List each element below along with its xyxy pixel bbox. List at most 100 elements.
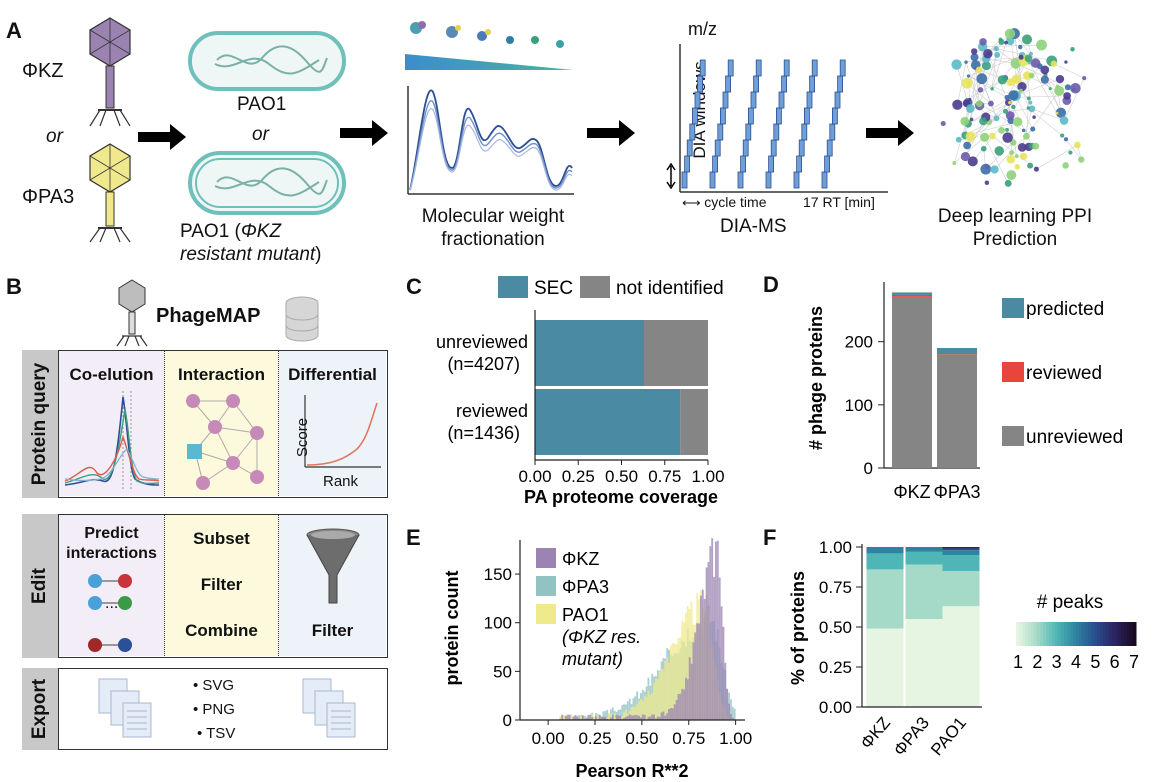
histogram-bar: [611, 707, 614, 720]
c-x-axis-title: PA proteome coverage: [524, 487, 718, 507]
network-edge: [965, 61, 980, 104]
network-node: [1004, 28, 1016, 40]
interaction-section[interactable]: Interaction: [164, 351, 278, 496]
histogram-bar: [583, 718, 586, 720]
network-node: [1028, 105, 1036, 113]
histogram-bar: [681, 688, 684, 720]
colorbar-segment: [1067, 622, 1071, 646]
histogram-bar: [670, 645, 672, 720]
network-edge: [1044, 79, 1062, 113]
network-node: [983, 49, 993, 59]
histogram-bar: [730, 713, 732, 720]
histogram-bar: [610, 717, 612, 720]
histogram-bar: [662, 669, 665, 720]
network-edge: [1013, 106, 1033, 147]
colorbar-title: # peaks: [1037, 592, 1104, 613]
colorbar-segment: [1130, 622, 1134, 646]
histogram-bar: [647, 716, 650, 720]
subset-filter-combine-section[interactable]: Subset Filter Combine: [164, 515, 278, 656]
histogram-bar: [656, 716, 659, 720]
histogram-bar: [675, 700, 678, 720]
histogram-bar: [578, 715, 580, 720]
network-node: [1068, 150, 1073, 155]
histogram-bar: [632, 715, 635, 720]
network-edge: [982, 44, 1042, 47]
panel-label-f: F: [763, 525, 777, 550]
histogram-bar: [722, 626, 725, 720]
network-node: [1026, 96, 1031, 101]
histogram-bar: [596, 714, 599, 720]
histogram-bar: [664, 660, 667, 720]
histogram-bar: [728, 703, 730, 720]
filter-section[interactable]: Filter: [278, 515, 386, 656]
histogram-bar: [636, 715, 639, 720]
network-node: [1048, 87, 1052, 91]
or-label-1: or: [46, 126, 63, 147]
histogram-bar: [731, 706, 734, 720]
network-node: [997, 75, 1007, 85]
colorbar-segment: [1070, 622, 1074, 646]
or-label-2: or: [252, 124, 269, 145]
network-node: [1033, 166, 1039, 172]
export-svg-option[interactable]: • SVG: [193, 677, 235, 694]
network-edge: [1036, 144, 1078, 170]
histogram-bar: [591, 714, 594, 720]
d-legend-label: unreviewed: [1026, 427, 1123, 448]
colorbar-segment: [1079, 622, 1083, 646]
pao1-bacterium-icon: [188, 31, 346, 91]
colorbar-segment: [1094, 622, 1098, 646]
differential-section[interactable]: Differential Score Rank: [278, 351, 386, 496]
fractionation-label-1: Molecular weight: [421, 206, 565, 227]
pao1-mutant-bacterium-icon: [188, 151, 346, 215]
e-x-tick-label: 0.25: [578, 729, 611, 748]
network-node: [1032, 142, 1040, 150]
colorbar-segment: [1022, 622, 1026, 646]
network-node: [1070, 82, 1081, 94]
histogram-bar: [634, 706, 637, 720]
network-node: [998, 39, 1005, 45]
histogram-bar: [694, 632, 697, 720]
export-png-option[interactable]: • PNG: [193, 701, 235, 718]
dia-ms-windows-diagram: [666, 44, 888, 193]
phipa3-phage-icon: [89, 143, 131, 243]
f-y-tick-label: 0.50: [819, 618, 852, 637]
export-tsv-option[interactable]: • TSV: [197, 725, 236, 742]
histogram-bar: [598, 714, 601, 720]
histogram-bar: [664, 715, 667, 720]
subset-option[interactable]: Subset: [193, 529, 250, 548]
histogram-bar: [651, 692, 654, 720]
network-node: [1028, 72, 1035, 79]
histogram-bar: [625, 716, 627, 720]
e-legend-swatch: [536, 576, 556, 596]
network-node: [1021, 34, 1033, 45]
histogram-bar: [673, 704, 676, 720]
network-edge: [1065, 139, 1082, 160]
network-node: [976, 73, 988, 85]
differential-title: Differential: [288, 365, 377, 384]
coelution-section[interactable]: Co-elution: [59, 351, 164, 496]
histogram-bar: [660, 712, 663, 720]
histogram-bar: [685, 677, 687, 720]
protein-query-tab: Protein query: [22, 350, 58, 498]
histogram-bar: [587, 715, 590, 720]
histogram-bar: [632, 706, 635, 720]
e-legend-swatch: [536, 548, 556, 568]
histogram-bar: [623, 711, 625, 720]
predict-section[interactable]: Predict interactions ...: [59, 515, 164, 656]
network-node: [1003, 108, 1009, 114]
combine-option[interactable]: Combine: [185, 621, 258, 640]
filter-option[interactable]: Filter: [200, 575, 243, 594]
histogram-bar: [634, 714, 637, 720]
colorbar-segment: [1097, 622, 1101, 646]
network-node: [1074, 141, 1081, 149]
network-node: [1022, 71, 1032, 80]
network-node: [1036, 39, 1047, 51]
network-edge: [954, 137, 985, 164]
histogram-bar: [715, 541, 717, 720]
network-node: [1022, 132, 1030, 140]
network-node: [1063, 137, 1069, 142]
network-node: [1030, 126, 1036, 132]
network-node: [966, 74, 971, 78]
network-node: [990, 87, 994, 91]
phipa3-label: ΦPA3: [22, 186, 75, 208]
